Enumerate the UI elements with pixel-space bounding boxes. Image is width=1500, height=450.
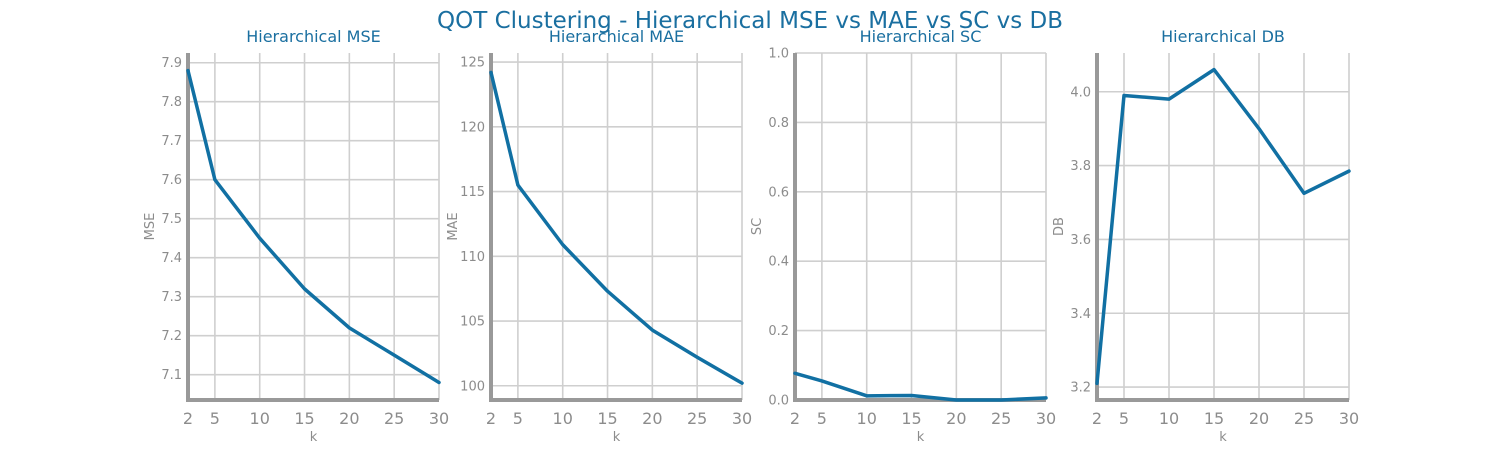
y-axis-label: MAE (446, 212, 461, 240)
series-line (186, 68, 441, 385)
y-tick-label: 125 (460, 56, 485, 71)
y-tick-label: 0.6 (768, 185, 789, 200)
x-tick-label: 15 (294, 409, 314, 428)
y-axis-label: DB (1052, 217, 1067, 236)
y-tick-label: 120 (460, 120, 485, 135)
figure-title: QOT Clustering - Hierarchical MSE vs MAE… (437, 8, 1063, 34)
x-tick-label: 25 (687, 409, 707, 428)
y-tick-label: 3.8 (1070, 159, 1091, 174)
x-tick-label: 2 (790, 409, 800, 428)
x-tick-label: 30 (732, 409, 752, 428)
y-tick-label: 0.0 (768, 394, 789, 409)
series-line (1095, 67, 1351, 386)
y-tick-label: 3.6 (1070, 233, 1091, 248)
x-tick-label: 15 (1204, 409, 1224, 428)
y-tick-label: 0.4 (768, 255, 789, 270)
y-tick-label: 7.4 (161, 251, 182, 266)
x-tick-label: 30 (429, 409, 449, 428)
panel-2: 100 105 110 115 120 125 2 5 10 15 20 25 30 Hierarchic… (446, 27, 752, 445)
y-tick-label: 7.3 (161, 290, 182, 305)
x-tick-label: 10 (1159, 409, 1179, 428)
y-tick-label: 0.2 (768, 324, 789, 339)
x-tick-label: 30 (1339, 409, 1359, 428)
x-tick-label: 2 (486, 409, 496, 428)
y-tick-label: 7.6 (161, 173, 182, 188)
panel-title: Hierarchical MAE (549, 27, 684, 46)
x-tick-label: 10 (250, 409, 270, 428)
panel-title: Hierarchical DB (1161, 27, 1285, 46)
x-tick-label: 30 (1036, 409, 1056, 428)
x-tick-label: 20 (642, 409, 662, 428)
x-axis-label: k (917, 430, 925, 445)
panel-title: Hierarchical SC (860, 27, 982, 46)
x-axis-label: k (613, 430, 621, 445)
x-tick-label: 20 (1249, 409, 1269, 428)
panel-title: Hierarchical MSE (246, 27, 381, 46)
panel-4: 3.2 3.4 3.6 3.8 4.0 2 5 10 15 20 25 30 Hierarchical … (1052, 27, 1359, 445)
y-tick-label: 7.1 (161, 368, 182, 383)
y-tick-label: 3.4 (1070, 307, 1091, 322)
y-tick-label: 100 (460, 379, 485, 394)
y-tick-label: 7.2 (161, 329, 182, 344)
y-tick-label: 115 (460, 185, 485, 200)
chart-panels: 7.17.27.37.47.57.67.77.87.92 5 10 15 20 25 30H… (143, 27, 1359, 445)
x-tick-label: 10 (553, 409, 573, 428)
x-tick-label: 5 (210, 409, 220, 428)
x-tick-label: 25 (1294, 409, 1314, 428)
x-axis-label: k (1219, 430, 1227, 445)
y-tick-label: 7.9 (161, 56, 182, 71)
y-tick-label: 4.0 (1070, 85, 1091, 100)
y-tick-label: 7.8 (161, 95, 182, 110)
x-tick-label: 15 (597, 409, 617, 428)
y-tick-label: 110 (460, 250, 485, 265)
x-axis-label: k (310, 430, 318, 445)
x-tick-label: 10 (857, 409, 877, 428)
x-tick-label: 5 (1119, 409, 1129, 428)
y-tick-label: 105 (460, 315, 485, 330)
x-tick-label: 2 (183, 409, 193, 428)
x-tick-label: 20 (946, 409, 966, 428)
x-tick-label: 25 (991, 409, 1011, 428)
y-tick-label: 1.0 (768, 47, 789, 62)
x-tick-label: 2 (1092, 409, 1102, 428)
x-tick-label: 25 (384, 409, 404, 428)
x-tick-label: 20 (339, 409, 359, 428)
y-tick-label: 3.2 (1070, 381, 1091, 396)
x-tick-label: 5 (513, 409, 523, 428)
y-tick-label: 0.8 (768, 116, 789, 131)
series-line (489, 70, 744, 385)
y-axis-label: MSE (143, 213, 158, 241)
y-tick-label: 7.7 (161, 134, 182, 149)
y-tick-label: 7.5 (161, 212, 182, 227)
panel-3: 0.0 0.2 0.4 0.6 0.8 1.0 2 5 10 15 20 25 30 Hierarchic… (750, 27, 1056, 445)
x-tick-label: 5 (817, 409, 827, 428)
x-tick-label: 15 (901, 409, 921, 428)
panel-1: 7.1 7.2 7.3 7.4 7.5 7.6 7.7 7.8 7.9 2 5 10 15 20 25 30 H… (143, 27, 449, 445)
series-line (793, 371, 1048, 402)
y-axis-label: SC (750, 218, 765, 235)
